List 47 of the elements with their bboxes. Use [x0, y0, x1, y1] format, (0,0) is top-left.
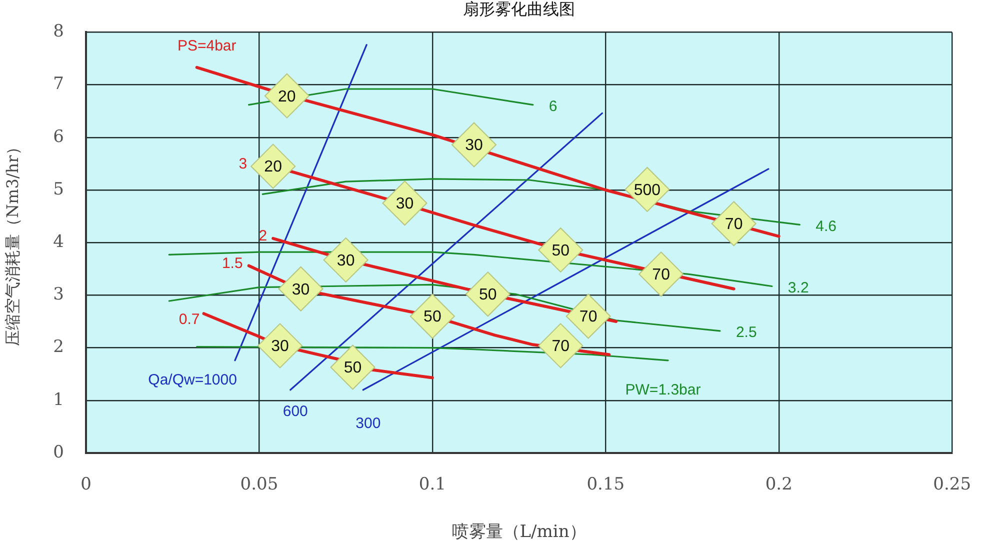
series-label: 300	[356, 415, 381, 432]
annotation: 50	[424, 308, 442, 326]
series-label: 2	[258, 228, 268, 245]
annotation: 30	[465, 137, 483, 154]
y-tick-label: 1	[53, 390, 64, 410]
x-tick-label: 0.2	[765, 474, 792, 495]
y-tick-label: 4	[53, 232, 64, 252]
annotation: 20	[278, 88, 296, 106]
x-tick-label: 0.15	[586, 474, 625, 495]
annotation: 50	[478, 286, 497, 304]
annotation: 50	[344, 360, 362, 377]
chart-title: 扇形雾化曲线图	[463, 0, 576, 18]
y-axis-title: 压缩空气消耗量（Nm3/hr）	[2, 139, 22, 346]
y-tick-label: 8	[53, 22, 64, 42]
x-tick-label: 0.25	[933, 474, 972, 495]
series-label: Qa/Qw=1000	[148, 372, 237, 389]
annotation: 500	[634, 182, 661, 199]
y-tick-label: 7	[53, 74, 64, 94]
series-label: PS=4bar	[177, 37, 236, 54]
series-label: 6	[548, 98, 558, 115]
x-tick-label: 0.1	[418, 474, 446, 495]
y-tick-label: 2	[53, 337, 64, 358]
annotation: 70	[579, 308, 598, 326]
series-label: 2.5	[736, 324, 757, 342]
annotation: 30	[396, 196, 414, 213]
annotation: 30	[271, 338, 289, 356]
series-label: 600	[282, 403, 308, 420]
y-tick-label: 6	[53, 126, 64, 147]
annotation: 30	[336, 252, 355, 270]
annotation: 30	[292, 281, 310, 298]
series-label: 0.7	[178, 310, 200, 328]
series-label: 4.6	[816, 218, 837, 235]
x-axis-title: 喷雾量（L/min）	[452, 522, 586, 542]
series-label: PW=1.3bar	[625, 382, 701, 399]
y-tick-label: 3	[53, 284, 64, 305]
x-tick-label: 0.05	[240, 474, 278, 495]
series-label: 1.5	[222, 254, 243, 272]
annotation: 70	[552, 338, 570, 356]
series-label: 3.2	[788, 279, 809, 296]
x-tick-label: 0	[80, 474, 92, 495]
y-tick-label: 0	[53, 442, 64, 462]
annotation: 70	[724, 216, 743, 234]
annotation: 50	[552, 242, 570, 260]
annotation: 70	[652, 266, 670, 284]
series-label: 3	[238, 155, 248, 172]
annotation: 20	[264, 158, 282, 176]
y-tick-label: 5	[53, 179, 64, 200]
